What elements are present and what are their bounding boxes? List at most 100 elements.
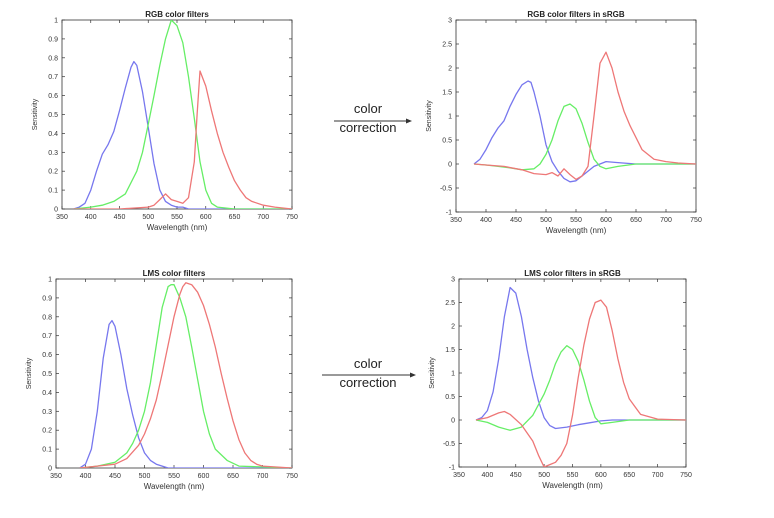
x-tick-label: 550 (171, 214, 183, 221)
y-tick-label: 0.3 (42, 409, 52, 416)
y-tick-label: 0 (451, 418, 455, 425)
x-tick-label: 400 (482, 472, 494, 479)
y-tick-label: 2.5 (442, 42, 452, 49)
y-tick-label: 0.5 (445, 394, 455, 401)
x-tick-label: 450 (510, 472, 522, 479)
x-tick-label: 550 (168, 473, 180, 480)
y-tick-label: 0 (448, 162, 452, 169)
x-tick-label: 600 (600, 217, 612, 224)
x-tick-label: 500 (538, 472, 550, 479)
series-line-red (473, 51, 696, 181)
x-tick-label: 500 (540, 217, 552, 224)
y-axis-label: Sensitivity (32, 98, 39, 130)
x-tick-label: 750 (286, 214, 298, 221)
x-tick-label: 600 (200, 214, 212, 221)
x-axis-label: Wavelength (nm) (147, 223, 208, 232)
series-line-blue (473, 80, 696, 183)
x-tick-label: 650 (229, 214, 241, 221)
y-tick-label: 3 (451, 277, 455, 284)
y-tick-label: 2.5 (445, 300, 455, 307)
plot-frame (455, 19, 697, 213)
y-tick-label: 2 (448, 66, 452, 73)
series-line-green (475, 345, 686, 431)
series-line-red (79, 282, 292, 468)
y-tick-label: 0.2 (48, 169, 58, 176)
x-tick-label: 350 (453, 472, 465, 479)
y-tick-label: 0.6 (42, 352, 52, 359)
y-tick-label: -1 (449, 465, 455, 472)
chart-3: LMS color filters 350 400 450 500 550 600 650 70… (26, 269, 298, 491)
x-tick-label: 400 (85, 214, 97, 221)
y-tick-label: -1 (446, 210, 452, 217)
y-tick-label: 0 (48, 466, 52, 473)
x-tick-label: 400 (480, 217, 492, 224)
arrow-label-bottom-line2: correction (339, 374, 397, 390)
x-tick-label: 600 (198, 473, 210, 480)
y-axis-label: Sensitivity (26, 357, 33, 389)
arrow-label-top: color correction (323, 100, 413, 138)
y-tick-label: 0.7 (48, 74, 58, 81)
y-axis-label: Sensitivity (426, 100, 433, 132)
y-tick-label: 3 (448, 18, 452, 25)
x-tick-label: 750 (690, 217, 702, 224)
arrow-label-top-line1: color (353, 101, 383, 116)
x-tick-label: 600 (595, 472, 607, 479)
y-tick-label: 0.4 (48, 131, 58, 138)
x-tick-label: 650 (630, 217, 642, 224)
x-tick-label: 350 (450, 217, 462, 224)
y-tick-label: 0 (54, 207, 58, 214)
x-axis-label: Wavelength (nm) (546, 226, 607, 235)
series-line-blue (73, 60, 292, 209)
x-tick-label: 450 (114, 214, 126, 221)
series-line-green (79, 284, 292, 468)
y-tick-label: 1 (48, 277, 52, 284)
chart-title: LMS color filters in sRGB (524, 269, 621, 278)
y-tick-label: 0.4 (42, 390, 52, 397)
chart-title: RGB color filters in sRGB (527, 10, 625, 19)
arrow-head (406, 118, 412, 124)
y-tick-label: 0.8 (48, 55, 58, 62)
x-tick-label: 350 (56, 214, 68, 221)
x-axis-label: Wavelength (nm) (144, 482, 205, 491)
y-axis-label: Sensitivity (429, 357, 436, 389)
y-tick-label: 0.3 (48, 150, 58, 157)
series-line-blue (79, 319, 292, 468)
x-tick-label: 450 (109, 473, 121, 480)
chart-4: LMS color filters in sRGB 350 400 450 500 550… (429, 269, 692, 490)
correction-arrow-1 (334, 118, 412, 124)
y-tick-label: 0.6 (48, 93, 58, 100)
correction-arrow-2 (322, 372, 416, 378)
plot-frame (55, 278, 293, 469)
plot-frame (61, 19, 293, 210)
x-axis-label: Wavelength (nm) (542, 481, 603, 490)
y-tick-label: 0.9 (42, 295, 52, 302)
arrow-label-bottom: color correction (323, 355, 413, 393)
x-tick-label: 550 (570, 217, 582, 224)
x-tick-label: 750 (680, 472, 692, 479)
chart-title: RGB color filters (145, 10, 209, 19)
x-tick-label: 700 (660, 217, 672, 224)
x-tick-label: 350 (50, 473, 62, 480)
x-tick-label: 500 (142, 214, 154, 221)
y-tick-label: 0.1 (48, 188, 58, 195)
chart-2: RGB color filters in sRGB 350 400 450 500 550… (426, 10, 702, 235)
series-line-red (73, 70, 292, 209)
y-tick-label: 0.5 (48, 112, 58, 119)
x-tick-label: 500 (139, 473, 151, 480)
chart-title: LMS color filters (143, 269, 206, 278)
arrow-head (410, 372, 416, 378)
arrow-label-bottom-line1: color (353, 356, 383, 371)
series-line-blue (475, 286, 686, 430)
series-line-red (475, 299, 686, 467)
y-tick-label: 2 (451, 324, 455, 331)
x-tick-label: 650 (623, 472, 635, 479)
y-tick-label: 1 (448, 114, 452, 121)
x-tick-label: 700 (652, 472, 664, 479)
x-tick-label: 650 (227, 473, 239, 480)
y-tick-label: 1.5 (445, 347, 455, 354)
plot-frame (458, 278, 687, 468)
x-tick-label: 700 (257, 473, 269, 480)
y-tick-label: -0.5 (443, 441, 455, 448)
x-tick-label: 550 (567, 472, 579, 479)
